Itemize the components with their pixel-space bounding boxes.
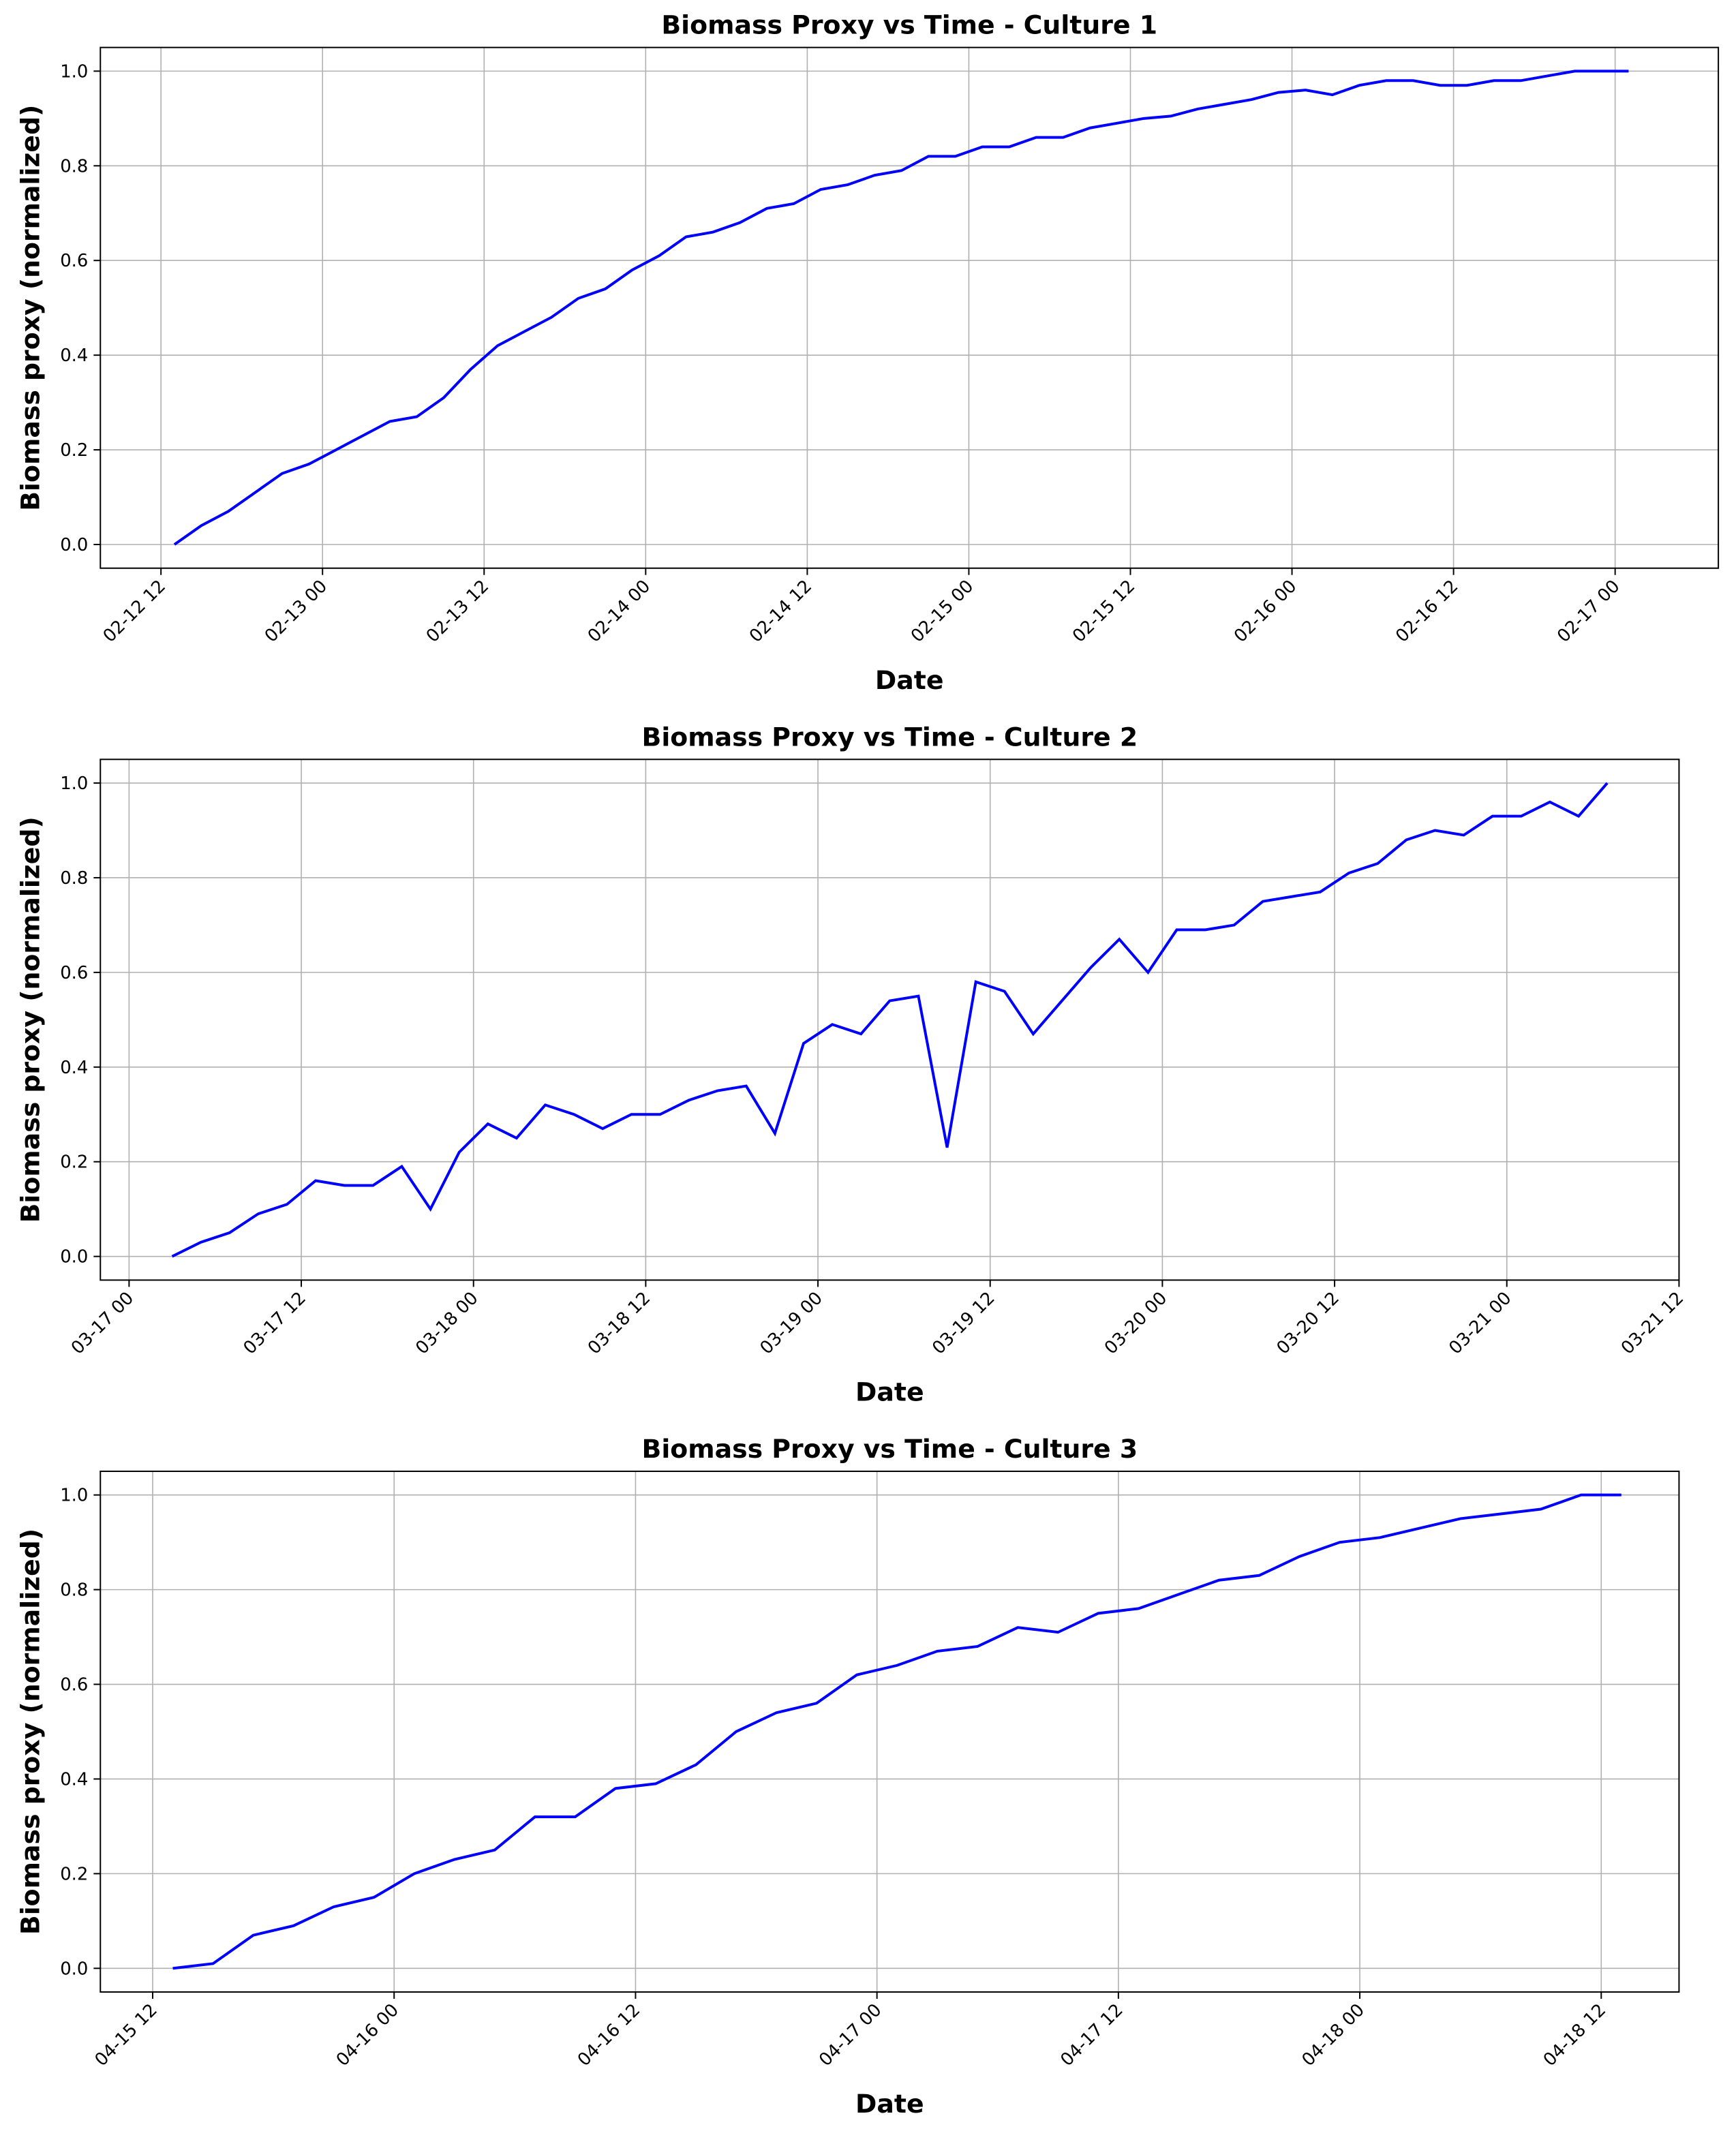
y-axis-label: Biomass proxy (normalized) [16,816,46,1223]
y-axis-label: Biomass proxy (normalized) [16,105,46,511]
x-axis-label: Date [855,1377,924,1407]
x-tick-label: 03-20 12 [1273,1288,1343,1358]
x-tick-label: 03-18 00 [412,1288,482,1358]
y-tick-label: 0.0 [60,1959,88,1979]
y-tick-label: 0.2 [60,440,88,461]
data-line [173,70,1629,546]
x-tick-label: 04-18 00 [1298,2000,1369,2070]
y-tick-label: 0.6 [60,1674,88,1695]
y-tick-label: 1.0 [60,773,88,794]
y-tick-label: 0.8 [60,156,88,177]
x-tick-label: 03-21 12 [1617,1288,1688,1358]
x-tick-label: 04-16 12 [574,2000,644,2070]
chart-title: Biomass Proxy vs Time - Culture 3 [642,1434,1138,1464]
x-tick-label: 04-18 12 [1540,2000,1610,2070]
y-tick-label: 0.2 [60,1152,88,1173]
y-tick-label: 0.4 [60,1058,88,1078]
chart-title: Biomass Proxy vs Time - Culture 1 [661,10,1157,40]
plot-frame [100,758,1680,1281]
x-tick-label: 02-16 12 [1392,576,1462,646]
x-tick-label: 02-12 12 [100,576,170,646]
y-tick-label: 1.0 [60,61,88,82]
y-tick-label: 0.4 [60,1769,88,1790]
y-tick-label: 0.8 [60,1580,88,1601]
x-tick-label: 02-13 00 [261,576,331,646]
plot-frame [100,1470,1680,1993]
x-axis-label: Date [855,2089,924,2119]
x-tick-label: 02-15 00 [907,576,977,646]
plot-frame [100,46,1720,569]
x-tick-label: 03-21 00 [1445,1288,1515,1358]
x-tick-label: 04-17 12 [1056,2000,1127,2070]
x-tick-label: 02-15 12 [1069,576,1139,646]
x-tick-label: 04-15 12 [91,2000,161,2070]
x-tick-label: 02-13 12 [423,576,493,646]
x-tick-label: 02-17 00 [1553,576,1624,646]
y-tick-label: 1.0 [60,1486,88,1506]
y-tick-label: 0.6 [60,963,88,983]
x-tick-label: 03-19 00 [757,1288,827,1358]
x-tick-label: 03-17 00 [67,1288,138,1358]
x-tick-label: 03-18 12 [584,1288,654,1358]
x-tick-label: 03-20 00 [1101,1288,1171,1358]
x-tick-label: 02-14 00 [584,576,654,646]
x-tick-label: 02-16 00 [1230,576,1300,646]
y-tick-label: 0.0 [60,535,88,555]
y-tick-label: 0.4 [60,346,88,366]
y-axis-label: Biomass proxy (normalized) [16,1529,46,1935]
data-line [171,782,1609,1258]
y-tick-label: 0.0 [60,1247,88,1268]
x-tick-label: 02-14 12 [746,576,816,646]
x-tick-label: 03-17 12 [240,1288,310,1358]
x-tick-label: 03-19 12 [928,1288,999,1358]
chart-title: Biomass Proxy vs Time - Culture 2 [642,722,1138,752]
data-line [172,1493,1621,1970]
x-tick-label: 04-17 00 [815,2000,885,2070]
y-tick-label: 0.2 [60,1864,88,1884]
y-tick-label: 0.8 [60,868,88,889]
x-axis-label: Date [875,665,944,695]
x-tick-label: 04-16 00 [333,2000,403,2070]
y-tick-label: 0.6 [60,251,88,271]
